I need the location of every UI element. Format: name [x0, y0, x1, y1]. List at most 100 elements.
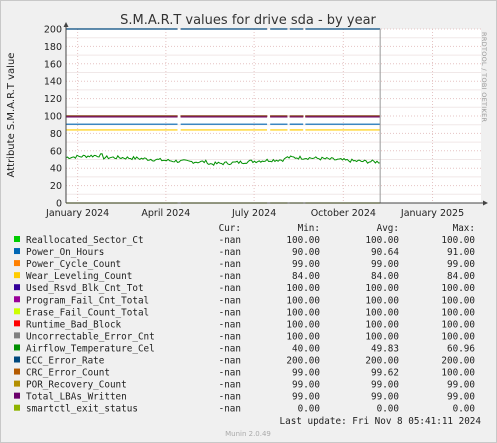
- legend-value: 99.62: [371, 368, 399, 379]
- legend-value: 90.00: [292, 247, 320, 258]
- legend-value: -nan: [219, 235, 241, 246]
- legend-value: 100.00: [286, 307, 320, 318]
- legend-value: 99.00: [447, 380, 475, 391]
- legend-value: -nan: [219, 343, 241, 354]
- legend-value: 99.00: [292, 392, 320, 403]
- x-axis-arrow: [483, 200, 488, 206]
- legend-value: 100.00: [365, 295, 399, 306]
- legend-name: Erase_Fail_Count_Total: [26, 307, 149, 318]
- legend-header: Min:: [298, 223, 320, 234]
- legend-swatch: [14, 236, 20, 242]
- legend-name: POR_Recovery_Count: [26, 380, 127, 391]
- legend-swatch: [14, 356, 20, 363]
- legend-swatch: [14, 404, 20, 411]
- y-tick-label: 140: [44, 77, 62, 88]
- legend-swatch: [14, 308, 20, 315]
- last-update: Last update: Fri Nov 8 05:41:11 2024: [280, 416, 482, 427]
- legend-swatch: [14, 332, 20, 339]
- legend-name: ECC_Error_Rate: [26, 356, 105, 367]
- x-tick-label: January 2025: [400, 208, 464, 219]
- x-tick-label: July 2024: [231, 208, 276, 219]
- legend-value: -nan: [219, 356, 241, 367]
- legend-value: 84.00: [292, 271, 320, 282]
- legend-name: Power_On_Hours: [26, 247, 104, 258]
- legend-swatch: [14, 320, 20, 327]
- legend-name: CRC_Error_Count: [26, 368, 110, 379]
- legend-value: -nan: [219, 404, 241, 415]
- footer-version: Munin 2.0.49: [225, 430, 271, 438]
- y-tick-label: 200: [44, 25, 62, 36]
- y-tick-label: 40: [50, 164, 62, 175]
- x-tick-label: April 2024: [141, 208, 190, 219]
- legend-swatch: [14, 344, 20, 351]
- legend-value: -nan: [219, 368, 241, 379]
- legend-value: 100.00: [365, 283, 399, 294]
- legend-value: 0.00: [298, 404, 320, 415]
- legend-value: -nan: [219, 307, 241, 318]
- y-tick-label: 180: [44, 42, 62, 53]
- y-axis-label: Attribute S.M.A.R.T value: [6, 53, 17, 178]
- legend-value: 100.00: [286, 283, 320, 294]
- legend-header: Max:: [453, 223, 475, 234]
- legend-swatch: [14, 272, 20, 279]
- legend-name: smartctl_exit_status: [26, 404, 138, 415]
- y-axis-arrow: [63, 22, 69, 27]
- legend-value: 90.64: [371, 247, 399, 258]
- y-tick-label: 0: [56, 199, 62, 210]
- legend-value: 100.00: [365, 235, 399, 246]
- legend-value: 100.00: [441, 368, 475, 379]
- legend-value: 99.00: [292, 380, 320, 391]
- legend-value: 200.00: [365, 356, 399, 367]
- legend-value: -nan: [219, 283, 241, 294]
- legend-value: -nan: [219, 331, 241, 342]
- legend-value: 99.00: [447, 259, 475, 270]
- legend-value: 99.00: [447, 392, 475, 403]
- legend-value: 0.00: [377, 404, 399, 415]
- legend-value: 100.00: [441, 235, 475, 246]
- legend-value: -nan: [219, 380, 241, 391]
- legend-value: 200.00: [441, 356, 475, 367]
- legend-value: 99.00: [371, 380, 399, 391]
- legend-value: 100.00: [286, 235, 320, 246]
- legend-value: -nan: [219, 392, 241, 403]
- y-tick-label: 20: [50, 181, 62, 192]
- legend-value: 91.00: [447, 247, 475, 258]
- rrdtool-credit: RRDTOOL / TOBI OETIKER: [480, 32, 488, 122]
- x-tick-label: October 2024: [311, 208, 376, 219]
- legend-name: Used_Rsvd_Blk_Cnt_Tot: [26, 283, 144, 294]
- legend-value: 100.00: [441, 283, 475, 294]
- legend-value: 100.00: [441, 319, 475, 330]
- legend-value: 99.00: [292, 259, 320, 270]
- legend-swatch: [14, 368, 20, 375]
- y-tick-label: 120: [44, 94, 62, 105]
- legend-swatch: [14, 284, 20, 291]
- legend-value: 99.00: [371, 259, 399, 270]
- legend-name: Airflow_Temperature_Cel: [26, 343, 155, 354]
- legend-name: Uncorrectable_Error_Cnt: [26, 331, 155, 342]
- legend-value: 100.00: [441, 331, 475, 342]
- legend-value: -nan: [219, 295, 241, 306]
- legend-value: 100.00: [365, 319, 399, 330]
- legend-value: 84.00: [371, 271, 399, 282]
- legend-value: -nan: [219, 319, 241, 330]
- legend-value: 100.00: [286, 319, 320, 330]
- legend-value: 100.00: [441, 295, 475, 306]
- legend-value: 0.00: [453, 404, 475, 415]
- legend-value: -nan: [219, 259, 241, 270]
- legend-value: -nan: [219, 271, 241, 282]
- legend-value: 200.00: [286, 356, 320, 367]
- legend-value: 100.00: [286, 295, 320, 306]
- legend-value: 100.00: [286, 331, 320, 342]
- y-tick-label: 80: [50, 129, 62, 140]
- legend-value: 100.00: [365, 331, 399, 342]
- legend-value: -nan: [219, 247, 241, 258]
- legend-swatch: [14, 260, 20, 267]
- legend-name: Total_LBAs_Written: [26, 392, 127, 403]
- legend-value: 49.83: [371, 343, 399, 354]
- legend-value: 100.00: [365, 307, 399, 318]
- legend-value: 84.00: [447, 271, 475, 282]
- legend-swatch: [14, 392, 20, 399]
- legend-name: Reallocated_Sector_Ct: [26, 235, 144, 246]
- chart-title: S.M.A.R.T values for drive sda - by year: [120, 13, 376, 28]
